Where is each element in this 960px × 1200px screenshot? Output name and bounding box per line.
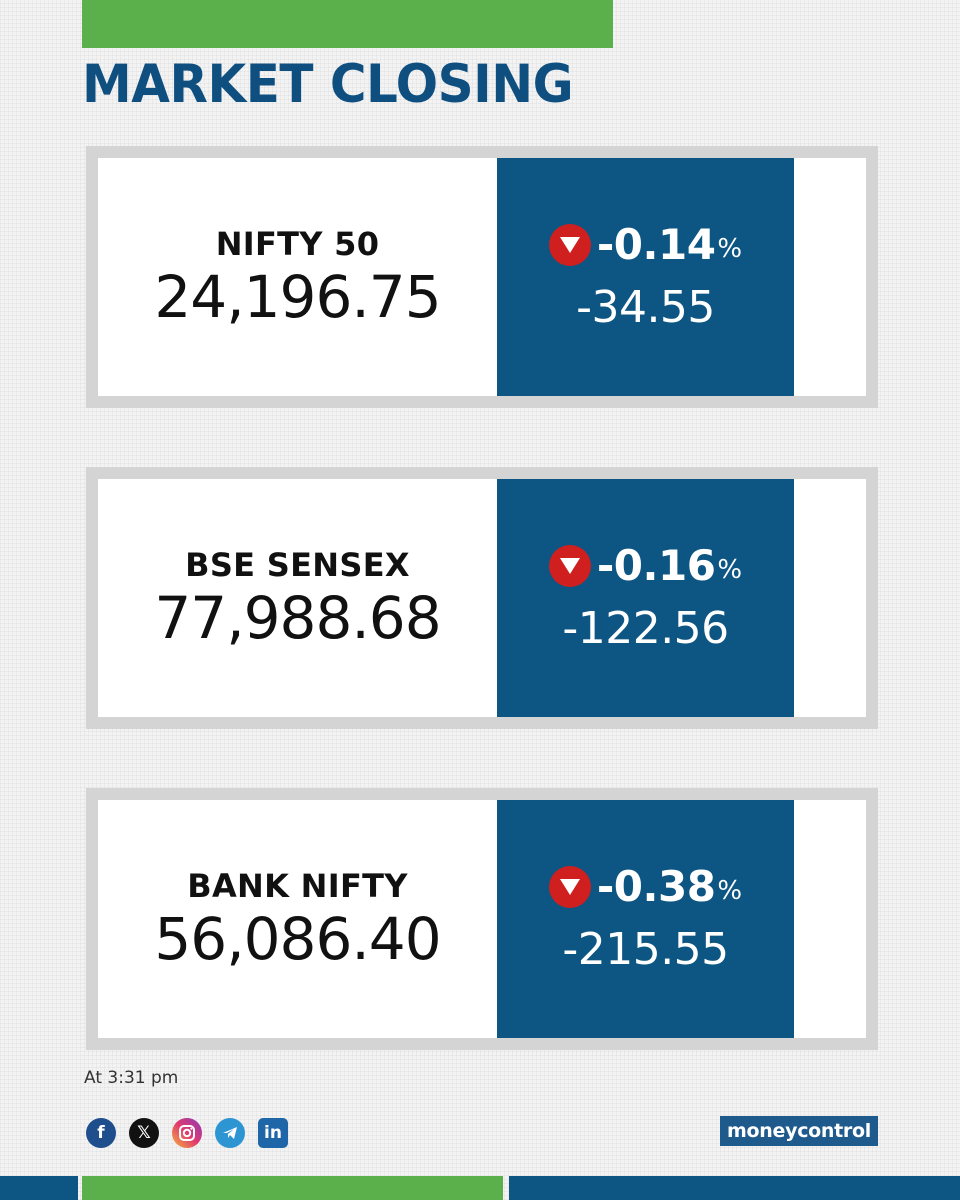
- moneycontrol-logo: money control: [720, 1116, 878, 1146]
- percent-sign: %: [717, 876, 743, 906]
- down-triangle-icon: [548, 545, 591, 587]
- bottom-bar-middle: [82, 1176, 503, 1200]
- index-info: BSE SENSEX 77,988.68: [98, 479, 497, 717]
- index-name: BSE SENSEX: [185, 546, 410, 584]
- card-body: NIFTY 50 24,196.75 -0.14 % -34.55: [98, 158, 866, 396]
- down-triangle-icon: [548, 866, 591, 908]
- percent-change: -0.38: [596, 862, 716, 911]
- page-title: MARKET CLOSING: [82, 53, 574, 115]
- percent-change: -0.16: [596, 541, 716, 590]
- index-value: 77,988.68: [154, 584, 441, 652]
- instagram-icon[interactable]: [172, 1118, 202, 1148]
- index-value: 24,196.75: [154, 263, 441, 331]
- index-name: BANK NIFTY: [187, 867, 408, 905]
- change-panel: -0.38 % -215.55: [497, 800, 794, 1038]
- x-icon[interactable]: 𝕏: [129, 1118, 159, 1148]
- card-body: BANK NIFTY 56,086.40 -0.38 % -215.55: [98, 800, 866, 1038]
- bottom-bar-left: [0, 1176, 78, 1200]
- percent-change-row: -0.14 %: [548, 220, 743, 269]
- change-panel: -0.16 % -122.56: [497, 479, 794, 717]
- bottom-bar-right: [509, 1176, 960, 1200]
- index-value: 56,086.40: [154, 905, 441, 973]
- index-info: NIFTY 50 24,196.75: [98, 158, 497, 396]
- change-panel: -0.14 % -34.55: [497, 158, 794, 396]
- facebook-icon[interactable]: f: [86, 1118, 116, 1148]
- linkedin-icon[interactable]: in: [258, 1118, 288, 1148]
- social-links: f 𝕏 in: [86, 1118, 288, 1148]
- point-change: -34.55: [576, 282, 715, 333]
- percent-sign: %: [717, 555, 743, 585]
- index-card-nifty50: NIFTY 50 24,196.75 -0.14 % -34.55: [86, 146, 878, 408]
- percent-sign: %: [717, 234, 743, 264]
- timestamp: At 3:31 pm: [84, 1068, 179, 1088]
- percent-change-row: -0.16 %: [548, 541, 743, 590]
- telegram-icon[interactable]: [215, 1118, 245, 1148]
- index-card-banknifty: BANK NIFTY 56,086.40 -0.38 % -215.55: [86, 788, 878, 1050]
- index-name: NIFTY 50: [215, 225, 380, 263]
- percent-change: -0.14: [596, 220, 716, 269]
- down-triangle-icon: [548, 224, 591, 266]
- point-change: -215.55: [562, 924, 729, 975]
- percent-change-row: -0.38 %: [548, 862, 743, 911]
- point-change: -122.56: [562, 603, 729, 654]
- index-info: BANK NIFTY 56,086.40: [98, 800, 497, 1038]
- card-body: BSE SENSEX 77,988.68 -0.16 % -122.56: [98, 479, 866, 717]
- top-accent-bar: [82, 0, 613, 48]
- index-card-sensex: BSE SENSEX 77,988.68 -0.16 % -122.56: [86, 467, 878, 729]
